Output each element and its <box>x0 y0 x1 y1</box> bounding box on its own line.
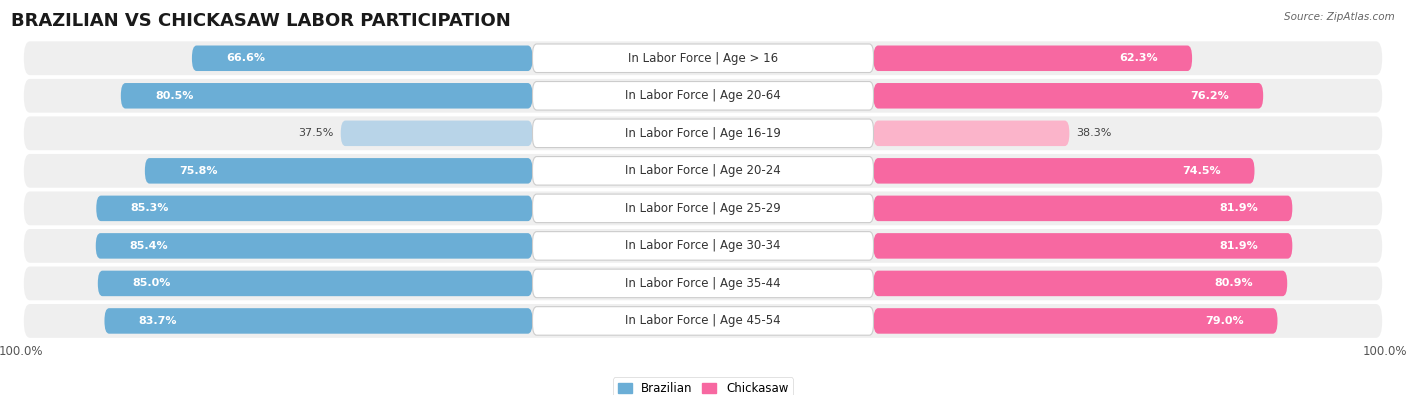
Text: In Labor Force | Age 30-34: In Labor Force | Age 30-34 <box>626 239 780 252</box>
FancyBboxPatch shape <box>873 233 1292 259</box>
FancyBboxPatch shape <box>533 44 873 73</box>
FancyBboxPatch shape <box>104 308 533 334</box>
FancyBboxPatch shape <box>191 45 533 71</box>
FancyBboxPatch shape <box>873 196 1292 221</box>
FancyBboxPatch shape <box>533 81 873 110</box>
FancyBboxPatch shape <box>873 271 1288 296</box>
FancyBboxPatch shape <box>24 304 1382 338</box>
FancyBboxPatch shape <box>873 158 1254 184</box>
FancyBboxPatch shape <box>873 45 1192 71</box>
Text: 38.3%: 38.3% <box>1076 128 1112 138</box>
FancyBboxPatch shape <box>533 307 873 335</box>
Text: 62.3%: 62.3% <box>1119 53 1159 63</box>
Text: In Labor Force | Age 16-19: In Labor Force | Age 16-19 <box>626 127 780 140</box>
FancyBboxPatch shape <box>873 83 1263 109</box>
Legend: Brazilian, Chickasaw: Brazilian, Chickasaw <box>613 377 793 395</box>
FancyBboxPatch shape <box>533 119 873 148</box>
Text: 81.9%: 81.9% <box>1219 241 1258 251</box>
FancyBboxPatch shape <box>24 154 1382 188</box>
Text: 80.5%: 80.5% <box>155 91 193 101</box>
FancyBboxPatch shape <box>533 156 873 185</box>
Text: 76.2%: 76.2% <box>1191 91 1229 101</box>
FancyBboxPatch shape <box>340 120 533 146</box>
FancyBboxPatch shape <box>24 229 1382 263</box>
Text: 66.6%: 66.6% <box>226 53 264 63</box>
Text: 81.9%: 81.9% <box>1219 203 1258 213</box>
Text: 85.3%: 85.3% <box>131 203 169 213</box>
FancyBboxPatch shape <box>121 83 533 109</box>
FancyBboxPatch shape <box>96 233 533 259</box>
Text: In Labor Force | Age 20-64: In Labor Force | Age 20-64 <box>626 89 780 102</box>
Text: 75.8%: 75.8% <box>179 166 218 176</box>
Text: 85.4%: 85.4% <box>129 241 169 251</box>
Text: 83.7%: 83.7% <box>139 316 177 326</box>
FancyBboxPatch shape <box>533 231 873 260</box>
FancyBboxPatch shape <box>145 158 533 184</box>
Text: 85.0%: 85.0% <box>132 278 170 288</box>
Text: 79.0%: 79.0% <box>1205 316 1243 326</box>
Text: 74.5%: 74.5% <box>1182 166 1220 176</box>
Text: In Labor Force | Age > 16: In Labor Force | Age > 16 <box>628 52 778 65</box>
FancyBboxPatch shape <box>24 79 1382 113</box>
FancyBboxPatch shape <box>24 192 1382 225</box>
FancyBboxPatch shape <box>24 41 1382 75</box>
FancyBboxPatch shape <box>873 120 1070 146</box>
Text: In Labor Force | Age 35-44: In Labor Force | Age 35-44 <box>626 277 780 290</box>
Text: 37.5%: 37.5% <box>298 128 333 138</box>
FancyBboxPatch shape <box>24 117 1382 150</box>
FancyBboxPatch shape <box>98 271 533 296</box>
Text: In Labor Force | Age 20-24: In Labor Force | Age 20-24 <box>626 164 780 177</box>
Text: In Labor Force | Age 45-54: In Labor Force | Age 45-54 <box>626 314 780 327</box>
FancyBboxPatch shape <box>533 194 873 223</box>
FancyBboxPatch shape <box>24 267 1382 300</box>
Text: BRAZILIAN VS CHICKASAW LABOR PARTICIPATION: BRAZILIAN VS CHICKASAW LABOR PARTICIPATI… <box>11 12 510 30</box>
FancyBboxPatch shape <box>873 308 1278 334</box>
FancyBboxPatch shape <box>533 269 873 298</box>
Text: Source: ZipAtlas.com: Source: ZipAtlas.com <box>1284 12 1395 22</box>
Text: 80.9%: 80.9% <box>1215 278 1253 288</box>
Text: In Labor Force | Age 25-29: In Labor Force | Age 25-29 <box>626 202 780 215</box>
FancyBboxPatch shape <box>96 196 533 221</box>
